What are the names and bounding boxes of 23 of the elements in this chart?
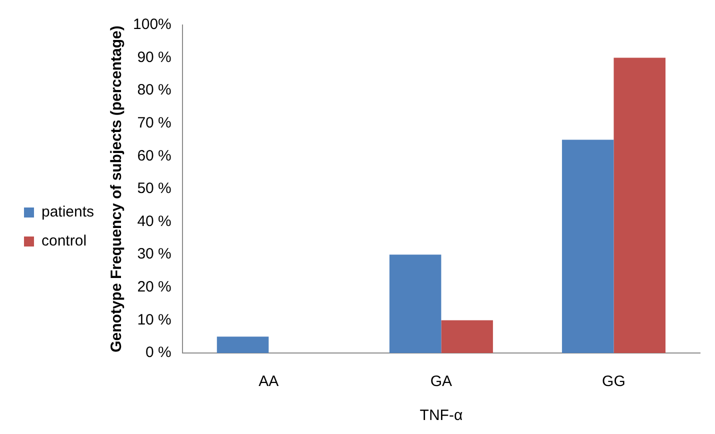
y-tick-label: 50 % (137, 180, 172, 198)
x-tick-label: GA (430, 373, 452, 390)
x-axis-title: TNF-α (420, 407, 463, 424)
y-tick-label: 70 % (137, 114, 172, 132)
bar (614, 58, 666, 353)
y-tick-label: 10 % (137, 311, 172, 328)
y-tick-label: 20 % (137, 278, 172, 296)
y-tick-label: 60 % (137, 147, 172, 164)
y-tick-label: 0 % (146, 344, 172, 362)
y-tick-label: 40 % (137, 212, 172, 230)
x-tick-label: AA (258, 373, 279, 390)
y-tick-label: 100% (133, 16, 172, 34)
y-tick-label: 80 % (137, 82, 172, 99)
y-tick-label: 90 % (137, 48, 172, 66)
bar (562, 140, 614, 353)
bar (441, 320, 493, 353)
bar (216, 336, 269, 353)
legend-label: control (42, 232, 87, 250)
x-tick-label: GG (602, 373, 626, 390)
y-tick-label: 30 % (137, 246, 172, 263)
bar (389, 254, 442, 353)
legend-label: patients (42, 204, 94, 221)
y-axis-title: Genotype Frequency of subjects (percentage) (108, 26, 126, 352)
